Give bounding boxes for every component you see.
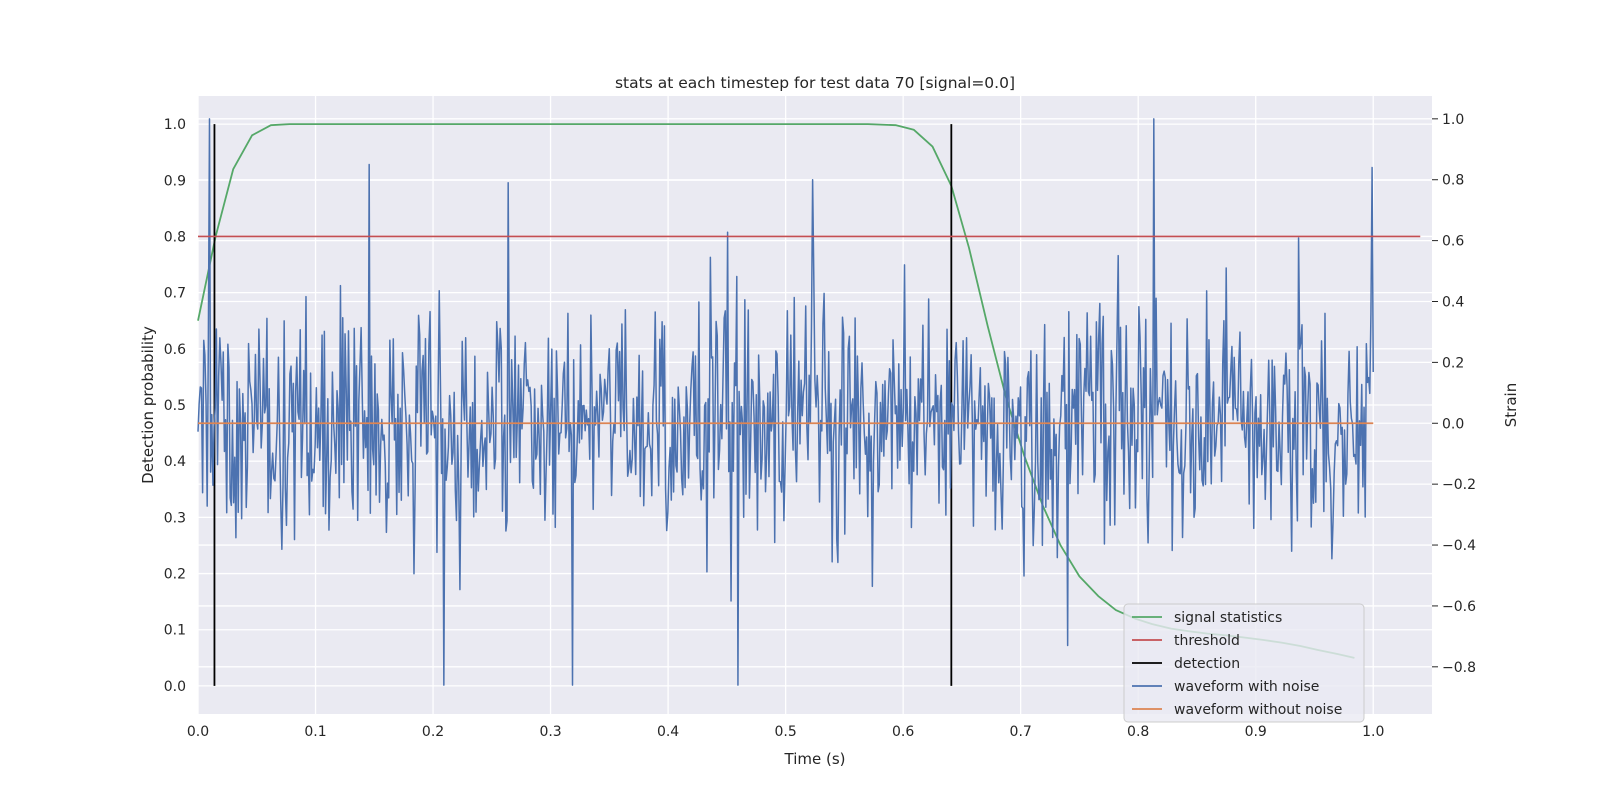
- x-tick-label: 0.1: [304, 724, 326, 740]
- x-tick-label: 0.5: [774, 724, 796, 740]
- y-tick-label: 0.0: [164, 679, 186, 695]
- waveform-with-noise-line: [197, 118, 1374, 686]
- y-tick-label: 0.9: [164, 173, 186, 189]
- y-tick-label: 0.2: [164, 567, 186, 583]
- y2-tick-label: −0.8: [1442, 660, 1476, 676]
- ticks-layer: 0.0 0.1 0.2 0.3 0.4 0.5 0.6 0.7 0.8 0.9 1.0 0.0 0.1 0…: [164, 112, 1476, 740]
- y-tick-label: 0.5: [164, 398, 186, 414]
- legend-label: threshold: [1174, 633, 1240, 649]
- series-layer: [197, 118, 1421, 686]
- x-tick-label: 0.8: [1127, 724, 1149, 740]
- x-tick-label: 0.3: [539, 724, 561, 740]
- y-tick-label: 0.6: [164, 342, 186, 358]
- x-tick-label: 0.0: [187, 724, 209, 740]
- legend-box: [1123, 603, 1365, 723]
- legend-label: detection: [1174, 656, 1240, 672]
- x-axis-label: Time (s): [784, 750, 846, 768]
- legend-label: waveform with noise: [1174, 679, 1319, 695]
- legend-label: signal statistics: [1174, 610, 1282, 626]
- x-tick-label: 0.2: [422, 724, 444, 740]
- x-tick-label: 0.7: [1010, 724, 1032, 740]
- y-tick-label: 0.4: [164, 454, 186, 470]
- y-tick-label: 1.0: [164, 117, 186, 133]
- x-tick-label: 0.9: [1245, 724, 1267, 740]
- chart-title: stats at each timestep for test data 70 …: [615, 74, 1015, 92]
- y-axis-label: Detection probability: [139, 326, 157, 484]
- y-tick-label: 0.7: [164, 286, 186, 302]
- y2-tick-label: −0.2: [1442, 477, 1476, 493]
- y2-tick-label: 0.6: [1442, 234, 1464, 250]
- y2-tick-label: 0.4: [1442, 294, 1464, 310]
- x-tick-label: 0.4: [657, 724, 679, 740]
- y-tick-label: 0.3: [164, 510, 186, 526]
- y2-tick-label: 0.2: [1442, 355, 1464, 371]
- y-tick-label: 0.1: [164, 623, 186, 639]
- legend-label: waveform without noise: [1174, 702, 1342, 718]
- y2-tick-label: −0.4: [1442, 538, 1476, 554]
- y2-axis-label: Strain: [1502, 383, 1520, 427]
- x-tick-label: 0.6: [892, 724, 914, 740]
- x-tick-label: 1.0: [1362, 724, 1384, 740]
- y2-tick-label: 0.0: [1442, 416, 1464, 432]
- y2-tick-label: 1.0: [1442, 112, 1464, 128]
- y2-tick-label: −0.6: [1442, 599, 1476, 615]
- y2-tick-label: 0.8: [1442, 173, 1464, 189]
- y-tick-label: 0.8: [164, 229, 186, 245]
- legend: signal statistics threshold detection wavef…: [1123, 603, 1365, 723]
